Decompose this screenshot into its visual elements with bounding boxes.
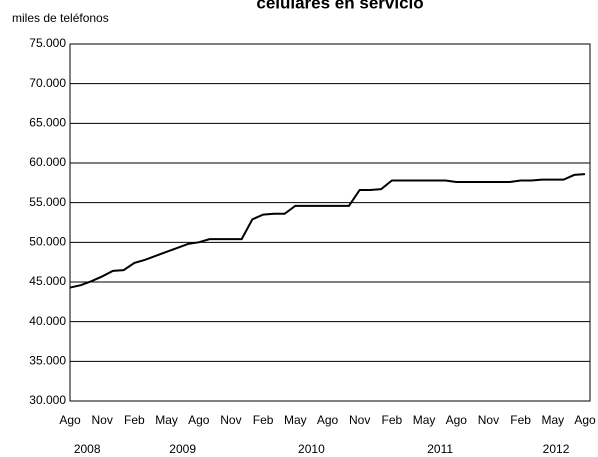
x-tick-label: Ago: [188, 413, 210, 427]
x-tick-label: May: [155, 413, 178, 427]
y-tick-label: 75.000: [29, 36, 66, 50]
x-tick-label: Ago: [59, 413, 81, 427]
x-tick-label: Nov: [349, 413, 370, 427]
x-tick-label: Feb: [124, 413, 145, 427]
y-tick-label: 50.000: [29, 235, 66, 249]
y-tick-label: 65.000: [29, 116, 66, 130]
x-tick-label: Ago: [574, 413, 596, 427]
y-tick-label: 70.000: [29, 76, 66, 90]
x-tick-label: Feb: [382, 413, 403, 427]
x-tick-label: Nov: [220, 413, 241, 427]
x-tick-label: Nov: [92, 413, 113, 427]
x-tick-label: May: [284, 413, 307, 427]
year-label: 2011: [427, 442, 453, 456]
x-tick-label: May: [541, 413, 564, 427]
chart-title: celulares en servicio: [256, 0, 423, 12]
x-tick-label: Nov: [478, 413, 499, 427]
year-label: 2008: [74, 442, 101, 456]
x-tick-label: Feb: [253, 413, 274, 427]
y-tick-label: 35.000: [29, 354, 66, 368]
year-label: 2010: [298, 442, 325, 456]
series-line: [69, 173, 586, 289]
y-axis-label: miles de teléfonos: [12, 11, 109, 25]
y-tick-label: 30.000: [29, 393, 66, 407]
x-tick-label: Feb: [510, 413, 531, 427]
y-tick-label: 40.000: [29, 314, 66, 328]
y-tick-label: 60.000: [29, 155, 66, 169]
y-tick-label: 45.000: [29, 274, 66, 288]
x-tick-label: Ago: [317, 413, 339, 427]
x-tick-label: Ago: [446, 413, 468, 427]
year-label: 2009: [169, 442, 196, 456]
y-tick-label: 55.000: [29, 195, 66, 209]
year-label: 2012: [543, 442, 570, 456]
plot-frame: [69, 43, 591, 402]
x-tick-label: May: [413, 413, 436, 427]
